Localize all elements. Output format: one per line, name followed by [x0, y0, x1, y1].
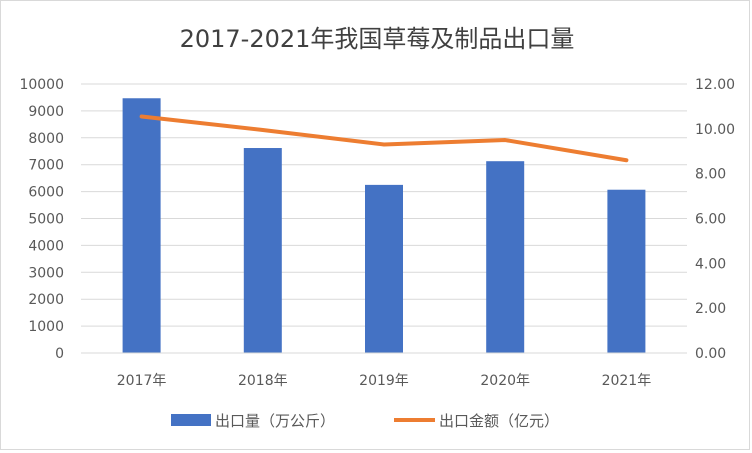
right-axis-tick-label: 12.00 — [695, 77, 735, 93]
left-axis-tick-label: 0 — [55, 346, 64, 362]
left-axis-tick-label: 2000 — [28, 292, 64, 308]
left-axis-ticks: 0 1000 2000 3000 4000 5000 6000 7000 8000 9000 100… — [19, 77, 64, 362]
left-axis-tick-label: 4000 — [28, 238, 64, 254]
x-axis-tick-label: 2019年 — [359, 373, 409, 389]
right-axis-tick-label: 4.00 — [695, 256, 726, 272]
x-axis-tick-label: 2021年 — [602, 373, 652, 389]
x-axis-ticks: 2017年 2018年 2019年 2020年 2021年 — [117, 373, 651, 389]
left-axis-tick-label: 1000 — [28, 319, 64, 335]
left-axis-tick-label: 3000 — [28, 265, 64, 281]
right-axis-tick-label: 10.00 — [695, 122, 735, 138]
right-axis-tick-label: 6.00 — [695, 212, 726, 228]
left-axis-tick-label: 5000 — [28, 212, 64, 228]
legend-label-value: 出口金额（亿元） — [439, 412, 559, 430]
legend-swatch-volume — [171, 414, 211, 426]
x-axis-tick-label: 2017年 — [117, 373, 167, 389]
left-axis-tick-label: 10000 — [19, 77, 64, 93]
x-axis-tick-label: 2018年 — [238, 373, 288, 389]
left-axis-tick-label: 8000 — [28, 131, 64, 147]
legend-label-volume: 出口量（万公斤） — [215, 412, 335, 430]
value-line — [139, 114, 629, 163]
line-series — [139, 114, 629, 163]
bar — [365, 184, 403, 353]
bar — [607, 189, 646, 353]
right-axis-tick-label: 2.00 — [695, 301, 726, 317]
left-axis-tick-label: 7000 — [28, 158, 64, 174]
left-axis-tick-label: 6000 — [28, 185, 64, 201]
right-axis-ticks: 0.00 2.00 4.00 6.00 8.00 10.00 12.00 — [695, 77, 735, 362]
chart-title: 2017-2021年我国草莓及制品出口量 — [180, 25, 575, 53]
bar-series — [122, 98, 646, 353]
x-axis-tick-label: 2020年 — [480, 373, 530, 389]
bar — [122, 98, 161, 353]
legend: 出口量（万公斤） 出口金额（亿元） — [171, 412, 559, 430]
left-axis-tick-label: 9000 — [28, 104, 64, 120]
bar — [486, 161, 525, 353]
bar — [243, 148, 282, 353]
right-axis-tick-label: 0.00 — [695, 346, 726, 362]
right-axis-tick-label: 8.00 — [695, 167, 726, 183]
